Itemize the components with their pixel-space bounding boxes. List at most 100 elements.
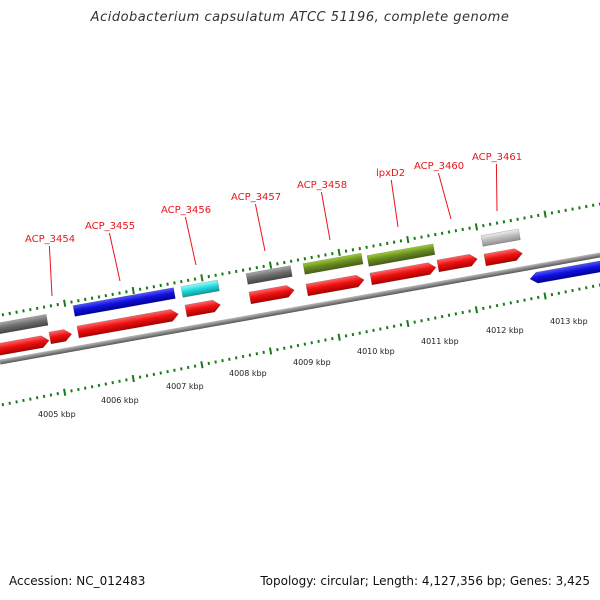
- major-tick: [268, 261, 273, 269]
- minor-tick: [502, 302, 506, 306]
- minor-tick: [173, 281, 176, 285]
- minor-tick: [289, 345, 293, 349]
- major-tick: [63, 299, 67, 307]
- minor-tick: [214, 273, 217, 277]
- scale-label: 4012 kbp: [486, 326, 524, 335]
- minor-tick: [324, 338, 327, 342]
- minor-tick: [324, 253, 327, 257]
- gene-label: lpxD2: [376, 168, 405, 179]
- gene-label: ACP_3455: [85, 221, 135, 232]
- minor-tick: [180, 367, 183, 371]
- map-title: Acidobacterium capsulatum ATCC 51196, co…: [90, 10, 510, 25]
- minor-tick: [15, 400, 18, 404]
- minor-tick: [97, 383, 101, 388]
- minor-tick: [283, 346, 286, 350]
- scale-label: 4010 kbp: [357, 347, 395, 356]
- minor-tick: [413, 236, 416, 241]
- minor-tick: [488, 305, 492, 309]
- minor-tick: [49, 304, 53, 308]
- minor-tick: [296, 343, 300, 348]
- minor-tick: [427, 317, 430, 322]
- minor-tick: [29, 307, 32, 312]
- minor-tick: [523, 298, 526, 302]
- minor-tick: [248, 353, 252, 357]
- minor-tick: [283, 260, 286, 265]
- minor-tick: [399, 239, 403, 243]
- minor-tick: [461, 227, 464, 232]
- gene-bar-olive: [366, 243, 436, 267]
- minor-tick: [104, 382, 108, 386]
- minor-tick: [159, 371, 162, 375]
- minor-tick: [530, 215, 533, 219]
- minor-tick: [111, 380, 114, 385]
- minor-tick: [495, 303, 499, 308]
- minor-tick: [365, 245, 368, 249]
- cds-arrow-red: [436, 253, 478, 273]
- minor-tick: [571, 288, 574, 293]
- gene-bar-olive: [302, 252, 364, 275]
- minor-tick: [440, 231, 444, 235]
- minor-tick: [557, 291, 561, 295]
- minor-tick: [598, 202, 600, 206]
- minor-tick: [399, 323, 403, 327]
- minor-tick: [468, 226, 471, 230]
- minor-tick: [125, 378, 128, 382]
- minor-tick: [193, 277, 197, 281]
- genome-backbone: [0, 252, 600, 365]
- scale-label: 4013 kbp: [550, 317, 588, 326]
- minor-tick: [90, 296, 94, 300]
- major-tick: [200, 274, 204, 282]
- minor-tick: [509, 218, 513, 223]
- minor-tick: [530, 297, 533, 301]
- minor-tick: [440, 314, 444, 319]
- minor-tick: [379, 243, 382, 247]
- scale-label: 4005 kbp: [38, 410, 76, 419]
- minor-tick: [214, 360, 217, 364]
- minor-tick: [56, 302, 60, 307]
- minor-tick: [495, 221, 499, 225]
- major-tick: [406, 319, 410, 328]
- gene-label: ACP_3457: [231, 192, 281, 203]
- minor-tick: [379, 327, 382, 331]
- gene-features: [0, 228, 600, 358]
- minor-tick: [49, 393, 53, 397]
- minor-tick: [77, 387, 80, 392]
- minor-tick: [35, 306, 39, 311]
- minor-tick: [303, 257, 307, 261]
- gene-label: ACP_3456: [161, 205, 211, 216]
- scale-label: 4011 kbp: [421, 337, 459, 346]
- scale-label: 4009 kbp: [293, 358, 331, 367]
- minor-tick: [8, 401, 11, 405]
- minor-tick: [234, 356, 238, 360]
- leader-line: [437, 172, 452, 220]
- minor-tick: [358, 246, 362, 251]
- leader-line: [48, 245, 53, 297]
- minor-tick: [365, 330, 368, 334]
- minor-tick: [173, 368, 176, 372]
- minor-tick: [461, 310, 464, 315]
- minor-tick: [578, 287, 581, 291]
- minor-tick: [166, 282, 169, 286]
- minor-tick: [557, 209, 561, 214]
- minor-tick: [42, 394, 46, 399]
- minor-tick: [482, 306, 485, 311]
- minor-tick: [385, 241, 389, 246]
- minor-tick: [42, 305, 46, 309]
- minor-tick: [186, 278, 190, 283]
- cds-arrow-red: [248, 285, 295, 305]
- major-tick: [543, 292, 547, 300]
- scale-ticks: 4005 kbp 4006 kbp 4007 kbp 4008 kbp 4009 kbp…: [1, 202, 600, 419]
- inner-tick-row: [1, 283, 600, 407]
- cds-arrow-red: [305, 274, 365, 297]
- minor-tick: [454, 312, 458, 316]
- minor-tick: [516, 299, 519, 304]
- cds-arrow-red: [184, 299, 221, 318]
- minor-tick: [516, 217, 519, 221]
- gene-bar-gray: [0, 314, 49, 336]
- minor-tick: [255, 352, 259, 356]
- minor-tick: [248, 267, 252, 271]
- minor-tick: [152, 285, 156, 289]
- minor-tick: [331, 336, 334, 341]
- gene-bar-lightgray: [480, 228, 521, 247]
- major-tick: [474, 223, 479, 231]
